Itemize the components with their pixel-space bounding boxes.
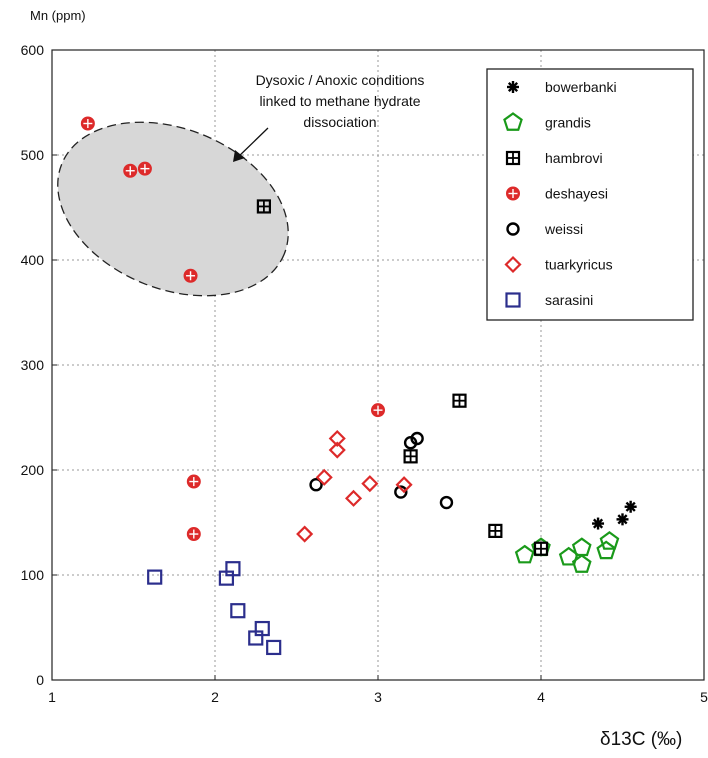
legend-label-grandis: grandis (545, 115, 591, 131)
y-axis-title: Mn (ppm) (30, 8, 86, 23)
data-point-tuarkyricus (315, 468, 333, 486)
legend-label-sarasini: sarasini (545, 292, 593, 308)
annotation-line-2: linked to methane hydrate (259, 93, 420, 109)
data-point-tuarkyricus (395, 476, 413, 494)
data-point-hambrovi (488, 523, 503, 539)
x-tick-label: 3 (374, 689, 382, 705)
legend-label-bowerbanki: bowerbanki (545, 79, 617, 95)
data-point-weissi (394, 485, 408, 499)
x-axis-title: δ13C (‰) (600, 729, 682, 750)
legend: bowerbanki grandis hambrovi deshayesi weissi… (486, 68, 694, 321)
data-point-deshayesi (186, 527, 201, 542)
annotation-arrowhead (233, 150, 245, 162)
data-point-sarasini (254, 620, 270, 637)
x-tick-label: 1 (48, 689, 56, 705)
y-tick-label: 400 (21, 252, 45, 268)
data-point-grandis (514, 544, 535, 564)
data-point-weissi (439, 495, 454, 510)
data-point-hambrovi (452, 393, 467, 408)
legend-marker-weissi (506, 222, 520, 236)
data-point-hambrovi (256, 199, 271, 214)
legend-marker-tuarkyricus (504, 255, 522, 274)
series-sarasini (147, 561, 282, 656)
data-point-bowerbanki (616, 513, 629, 526)
y-tick-label: 600 (21, 42, 45, 58)
annotation-arrow (235, 127, 269, 160)
data-point-sarasini (266, 639, 282, 656)
series-tuarkyricus (296, 429, 413, 543)
series-weissi (309, 431, 454, 510)
x-tick-label: 5 (700, 689, 708, 705)
legend-marker-deshayesi (506, 186, 520, 201)
data-point-tuarkyricus (296, 525, 314, 543)
annotation-line-1: Dysoxic / Anoxic conditions (256, 72, 425, 88)
data-point-grandis (599, 531, 620, 550)
legend-marker-hambrovi (505, 150, 521, 166)
series-deshayesi (80, 116, 385, 542)
legend-label-hambrovi: hambrovi (545, 150, 603, 166)
series-grandis (514, 531, 620, 573)
y-axis-ticks: 0 100 200 300 400 500 600 (21, 42, 57, 688)
data-point-deshayesi (137, 161, 152, 176)
series-bowerbanki (592, 500, 637, 530)
annotation-line-3: dissociation (303, 114, 376, 130)
y-tick-label: 200 (21, 462, 45, 478)
x-tick-label: 2 (211, 689, 219, 705)
legend-label-tuarkyricus: tuarkyricus (545, 257, 613, 273)
legend-marker-grandis (503, 112, 523, 131)
x-axis-ticks: 1 2 3 4 5 (48, 675, 708, 705)
data-point-deshayesi (123, 163, 138, 178)
annotation: Dysoxic / Anoxic conditions linked to me… (233, 72, 424, 162)
legend-label-weissi: weissi (544, 221, 583, 237)
legend-marker-bowerbanki (507, 81, 519, 93)
data-point-hambrovi (403, 449, 418, 464)
legend-label-deshayesi: deshayesi (545, 186, 608, 202)
data-points (80, 116, 637, 656)
data-point-tuarkyricus (344, 489, 363, 507)
data-point-sarasini (147, 569, 163, 585)
data-point-deshayesi (183, 268, 198, 283)
data-point-deshayesi (371, 403, 385, 418)
data-point-tuarkyricus (328, 429, 346, 448)
y-tick-label: 500 (21, 147, 45, 163)
x-tick-label: 4 (537, 689, 545, 705)
series-hambrovi (256, 199, 549, 556)
data-point-tuarkyricus (361, 475, 379, 493)
anoxic-region-ellipse (57, 121, 289, 297)
highlight-region (57, 121, 289, 297)
data-point-bowerbanki (592, 517, 605, 530)
data-point-deshayesi (186, 474, 201, 489)
data-point-bowerbanki (624, 500, 637, 513)
data-point-weissi (309, 478, 323, 492)
data-point-deshayesi (80, 116, 95, 131)
legend-marker-sarasini (505, 292, 521, 308)
y-tick-label: 100 (21, 567, 45, 583)
y-tick-label: 0 (36, 672, 44, 688)
data-point-weissi (410, 431, 424, 446)
legend-box (486, 68, 694, 321)
data-point-grandis (596, 540, 617, 560)
data-point-tuarkyricus (328, 441, 346, 459)
data-point-grandis (571, 554, 592, 573)
y-tick-label: 300 (21, 357, 45, 373)
data-point-sarasini (225, 561, 241, 577)
data-point-sarasini (230, 603, 246, 619)
data-point-grandis (571, 537, 592, 557)
data-point-hambrovi (533, 541, 549, 556)
